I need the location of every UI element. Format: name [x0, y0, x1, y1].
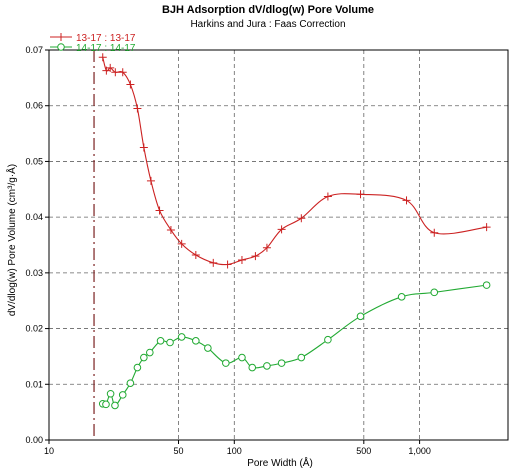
- series-1-point: [209, 258, 218, 267]
- series-1-point: [155, 206, 164, 215]
- series-1-point: [139, 143, 148, 152]
- series-2-point: [356, 312, 365, 321]
- series-1-point: [297, 214, 306, 223]
- series-1-point: [223, 260, 232, 269]
- y-tick-label: 0.06: [25, 101, 43, 111]
- series-2-point: [192, 337, 200, 345]
- y-tick-label: 0.01: [25, 379, 43, 389]
- y-tick-label: 0.00: [25, 435, 43, 445]
- series-1-point: [191, 251, 200, 260]
- legend-swatch-marker: [57, 43, 65, 51]
- series-1-point: [237, 256, 246, 265]
- legend-swatch-marker: [57, 33, 65, 41]
- series-2-point: [111, 401, 119, 410]
- x-axis-label: Pore Width (Å): [247, 456, 313, 469]
- series-2-point: [140, 353, 148, 362]
- series-2-point: [102, 400, 110, 409]
- x-tick-label: 50: [174, 446, 184, 456]
- series-1-point: [106, 63, 115, 72]
- x-tick-label: 500: [356, 446, 371, 456]
- x-tick-label: 100: [227, 446, 242, 456]
- series-2-point: [156, 337, 165, 345]
- x-tick-label: 10: [44, 446, 54, 456]
- series-2-point: [126, 379, 135, 387]
- x-tick-label: 1,000: [408, 446, 431, 456]
- series-2-point: [430, 288, 439, 297]
- series-1-point: [118, 68, 127, 77]
- series-2-point: [133, 363, 142, 372]
- series-1-point: [323, 192, 332, 201]
- series-1-point: [262, 243, 271, 252]
- series-1-point: [126, 80, 135, 89]
- y-tick-label: 0.02: [25, 324, 43, 334]
- series-2-point: [204, 344, 212, 352]
- series-2-point: [297, 353, 306, 362]
- series-2: [98, 281, 491, 410]
- series-layer: [98, 53, 491, 410]
- series-1-point: [430, 228, 439, 237]
- grid-lines: [49, 50, 508, 440]
- series-2-point: [263, 362, 271, 370]
- series-2-point: [482, 281, 491, 289]
- chart-title: BJH Adsorption dV/dlog(w) Pore Volume: [162, 4, 374, 16]
- legend-label: 13-17 : 13-17: [76, 33, 136, 44]
- y-tick-label: 0.05: [25, 156, 43, 166]
- series-1-point: [356, 190, 365, 199]
- series-1-point: [277, 225, 286, 234]
- y-tick-label: 0.03: [25, 268, 43, 278]
- series-2-point: [177, 333, 186, 341]
- series-1-point: [166, 225, 175, 234]
- series-2-point: [397, 293, 406, 301]
- series-1-point: [98, 53, 107, 62]
- series-2-point: [324, 335, 332, 344]
- series-1-point: [402, 196, 411, 205]
- y-axis-label: dV/dlog(w) Pore Volume (cm³/g·Å): [5, 164, 18, 316]
- series-1-point: [251, 252, 260, 261]
- series-1-point: [177, 239, 186, 248]
- series-2-point: [238, 353, 246, 362]
- series-1: [98, 53, 491, 269]
- series-2-point: [248, 363, 257, 372]
- series-2-point: [106, 389, 115, 398]
- series-1-point: [111, 68, 120, 77]
- series-2-point: [277, 359, 286, 367]
- series-2-point: [222, 359, 230, 367]
- series-1-point: [133, 104, 142, 113]
- series-2-point: [166, 338, 174, 347]
- series-2-point: [118, 391, 127, 399]
- chart-subtitle: Harkins and Jura : Faas Correction: [190, 19, 345, 30]
- series-1-point: [146, 176, 155, 185]
- legend-label: 14-17 : 14-17: [76, 43, 136, 54]
- y-tick-label: 0.04: [25, 212, 43, 222]
- axis-ticks: 10 50 100 500 1,000 0.00 0.01 0.02 0.03 0.04 0.05 0…: [25, 45, 430, 456]
- y-tick-label: 0.07: [25, 45, 43, 55]
- series-1-point: [482, 223, 491, 232]
- series-2-point: [146, 348, 154, 357]
- plot-frame: [48, 49, 509, 441]
